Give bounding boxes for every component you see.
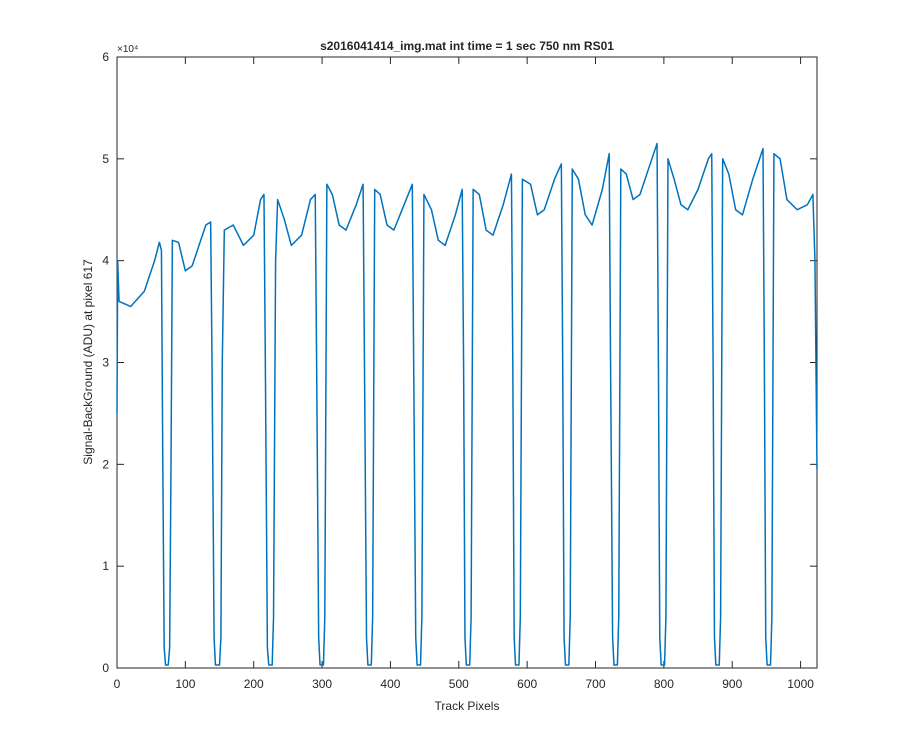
y-tick-label: 0 xyxy=(102,661,109,675)
x-tick-label: 500 xyxy=(449,677,469,691)
y-multiplier: ×10⁴ xyxy=(117,44,138,55)
x-tick-label: 1000 xyxy=(787,677,814,691)
y-axis-label: Signal-BackGround (ADU) at pixel 617 xyxy=(81,259,95,465)
x-tick-label: 0 xyxy=(114,677,121,691)
x-axis-label: Track Pixels xyxy=(435,699,500,713)
x-tick-label: 100 xyxy=(175,677,195,691)
plot-area xyxy=(116,56,818,669)
y-tick-label: 1 xyxy=(102,559,109,573)
y-tick-label: 6 xyxy=(102,50,109,64)
x-tick-label: 200 xyxy=(244,677,264,691)
x-tick-label: 800 xyxy=(654,677,674,691)
x-tick-label: 600 xyxy=(517,677,537,691)
y-tick-label: 2 xyxy=(102,457,109,471)
x-tick-label: 900 xyxy=(722,677,742,691)
y-tick-label: 3 xyxy=(102,356,109,370)
chart-title: s2016041414_img.mat int time = 1 sec 750… xyxy=(320,39,614,53)
x-tick-label: 400 xyxy=(380,677,400,691)
data-line xyxy=(116,142,818,666)
y-tick-label: 4 xyxy=(102,254,109,268)
x-tick-label: 700 xyxy=(586,677,606,691)
y-tick-label: 5 xyxy=(102,152,109,166)
x-tick-label: 300 xyxy=(312,677,332,691)
